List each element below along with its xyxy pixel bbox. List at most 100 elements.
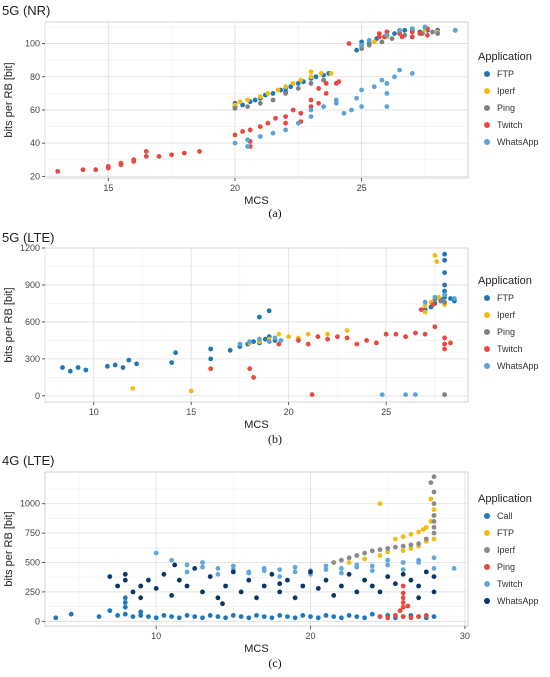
data-point	[60, 365, 65, 370]
data-point	[138, 595, 144, 601]
data-point	[173, 350, 179, 356]
data-point	[315, 615, 321, 621]
data-point	[432, 324, 438, 330]
data-point	[238, 589, 244, 595]
data-point	[400, 614, 406, 619]
data-point	[366, 37, 372, 43]
data-point	[146, 577, 151, 583]
data-point	[408, 546, 414, 551]
data-point	[283, 127, 288, 133]
data-point	[438, 298, 444, 304]
data-point	[393, 331, 399, 337]
data-point	[354, 47, 359, 53]
series-ftp	[346, 496, 437, 565]
data-point	[366, 42, 372, 48]
data-point	[416, 595, 421, 601]
data-point	[295, 120, 301, 126]
data-point	[371, 84, 377, 90]
data-point	[442, 282, 447, 288]
legend-swatch	[484, 71, 490, 77]
data-point	[423, 524, 429, 530]
data-point	[431, 555, 437, 561]
data-point	[246, 570, 252, 576]
data-point	[169, 593, 175, 598]
data-point	[369, 568, 375, 574]
data-point	[257, 94, 263, 100]
data-point	[270, 97, 276, 103]
data-point	[278, 338, 284, 343]
data-point	[389, 36, 395, 41]
data-point	[55, 169, 61, 174]
data-point	[315, 334, 321, 340]
x-tick-label: 20	[306, 631, 316, 641]
data-point	[369, 548, 375, 554]
data-point	[269, 571, 275, 577]
data-point	[339, 557, 344, 563]
data-point	[277, 581, 283, 587]
x-axis-label: MCS	[244, 195, 268, 207]
y-axis-label: bits per RB [bit]	[3, 287, 15, 362]
data-point	[184, 583, 190, 589]
data-point	[408, 615, 414, 621]
legend-swatch	[484, 513, 490, 519]
data-point	[245, 137, 251, 143]
legend-title: Application	[478, 51, 532, 63]
data-point	[400, 604, 406, 610]
data-point	[385, 574, 391, 579]
data-point	[275, 87, 281, 93]
data-point	[308, 569, 313, 575]
data-point	[435, 31, 440, 36]
data-point	[323, 567, 329, 572]
data-point	[385, 562, 391, 568]
data-point	[257, 314, 262, 320]
data-point	[308, 614, 313, 619]
data-point	[400, 590, 406, 596]
data-point	[283, 91, 288, 96]
data-point	[122, 611, 128, 617]
series-ping	[377, 583, 429, 621]
data-point	[305, 341, 311, 347]
data-point	[359, 104, 364, 109]
data-point	[452, 27, 458, 33]
data-point	[379, 392, 385, 397]
data-point	[431, 507, 437, 512]
data-point	[362, 556, 367, 562]
data-point	[432, 253, 438, 258]
data-point	[409, 26, 415, 31]
legend-swatch	[484, 139, 490, 145]
data-point	[200, 589, 205, 595]
data-point	[257, 124, 263, 129]
legend-title: Application	[478, 275, 532, 287]
data-point	[400, 600, 406, 605]
data-point	[346, 571, 352, 577]
legend-swatch	[484, 547, 490, 553]
data-point	[408, 577, 414, 583]
data-point	[422, 309, 428, 315]
data-point	[431, 530, 437, 536]
data-point	[431, 489, 437, 495]
data-point	[181, 150, 187, 156]
legend-swatch	[484, 346, 490, 352]
data-point	[369, 611, 375, 617]
data-point	[403, 334, 408, 340]
data-point	[354, 589, 360, 595]
data-point	[384, 32, 390, 38]
x-axis-label: MCS	[244, 419, 268, 431]
data-point	[321, 104, 326, 109]
data-point	[393, 536, 398, 542]
data-point	[452, 296, 457, 301]
data-point	[402, 27, 408, 33]
legend-entry: Ping	[497, 562, 515, 572]
data-point	[122, 595, 128, 601]
data-point	[362, 615, 367, 621]
data-point	[416, 583, 421, 589]
data-point	[384, 91, 390, 96]
data-point	[346, 555, 352, 561]
data-point	[286, 334, 292, 340]
legend-swatch	[484, 598, 490, 604]
legend-swatch	[484, 312, 490, 318]
chart-panel-2: 4G (LTE) 10 20 30 0 250 500 750 1000 MCS bits per …	[2, 453, 539, 655]
data-point	[269, 615, 275, 621]
data-point	[400, 560, 406, 565]
x-tick-label: 10	[151, 631, 161, 641]
